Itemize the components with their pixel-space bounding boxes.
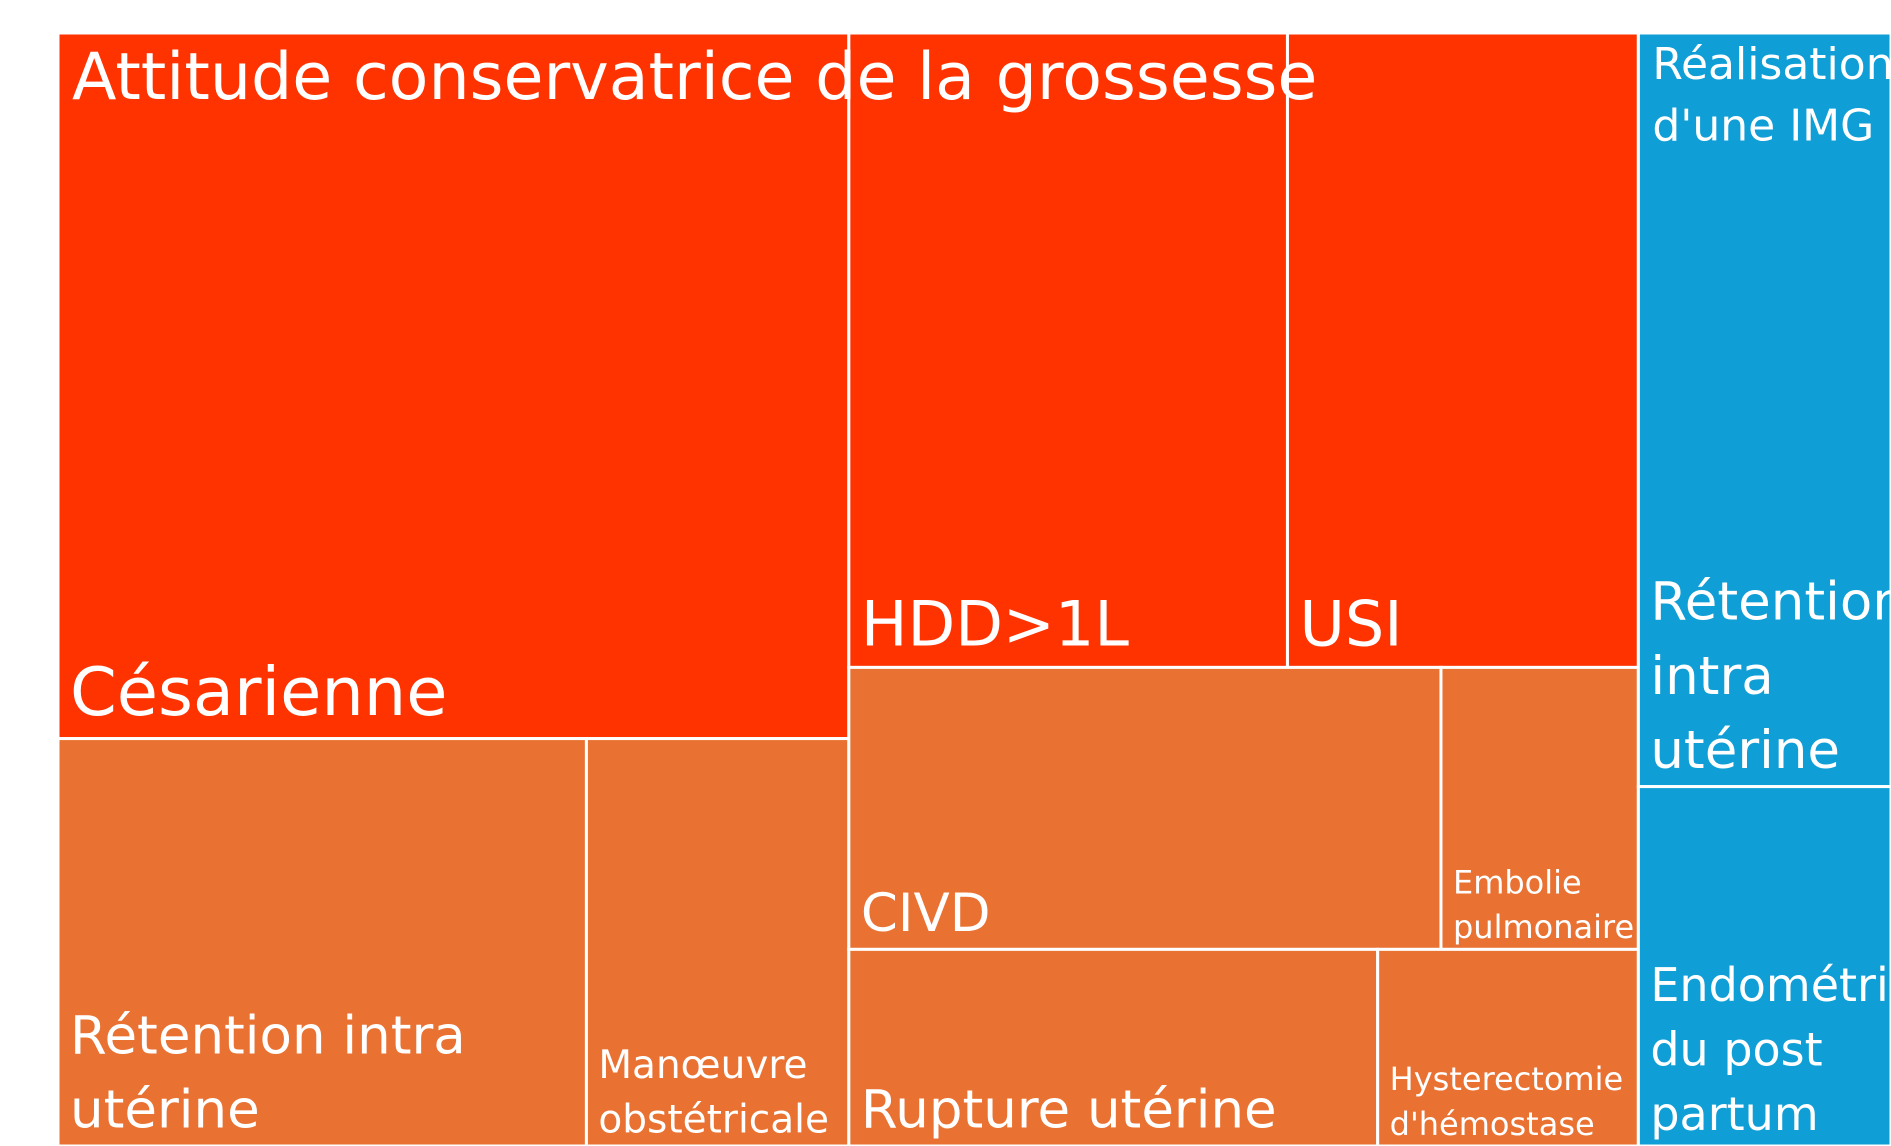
tile [56, 737, 588, 1146]
tile-label: CIVD [861, 883, 991, 944]
label-line: obstétricale [598, 1097, 829, 1142]
label-line: Endométrite [1650, 958, 1891, 1012]
group-label: Attitude conservatrice de la grossesse [72, 40, 1317, 115]
tile-label: Hysterectomie d'hémostase [1390, 1060, 1624, 1143]
label-line: d'hémostase [1390, 1105, 1595, 1143]
label-line: Hysterectomie [1390, 1060, 1624, 1098]
tile [584, 737, 851, 1146]
label-line: utérine [1650, 720, 1840, 781]
label-line: Césarienne [70, 653, 448, 731]
tile-label: Césarienne [70, 653, 448, 731]
label-line: intra [1650, 646, 1773, 707]
tile-label: Rétention intra utérine [1650, 572, 1891, 781]
label-line: Manœuvre [598, 1043, 807, 1088]
tile [1376, 947, 1640, 1146]
label-line: HDD>1L [861, 588, 1129, 661]
tile [1285, 31, 1640, 669]
tile-label: Rupture utérine [861, 1079, 1277, 1140]
label-line: USI [1299, 588, 1402, 661]
tile-label: HDD>1L [861, 588, 1129, 661]
tile [1439, 665, 1640, 951]
label-line: du post [1650, 1023, 1822, 1077]
label-line: partum [1650, 1087, 1818, 1141]
tile [1636, 785, 1891, 1146]
label-line: Rétention intra [70, 1005, 466, 1066]
tile [847, 947, 1380, 1146]
label-line: Embolie [1453, 863, 1582, 901]
label-line: d'une IMG [1652, 100, 1874, 151]
tile-label: Endométrite du post partum [1650, 958, 1891, 1141]
tile [847, 31, 1289, 669]
tile-label: Manœuvre obstétricale [598, 1043, 829, 1143]
label-line: Attitude conservatrice de la grossesse [72, 40, 1317, 115]
label-line: pulmonaire [1453, 908, 1634, 946]
tile-label: Embolie pulmonaire [1453, 863, 1634, 946]
label-line: Rupture utérine [861, 1079, 1277, 1140]
label-line: CIVD [861, 883, 991, 944]
group-label: Réalisation d'une IMG [1652, 39, 1891, 152]
tile [847, 665, 1443, 951]
tile [56, 31, 851, 741]
tile-label: USI [1299, 588, 1402, 661]
label-line: Rétention [1650, 572, 1891, 633]
tile-label: Rétention intra utérine [70, 1005, 466, 1140]
label-line: utérine [70, 1079, 260, 1140]
label-line: Réalisation [1652, 39, 1891, 90]
